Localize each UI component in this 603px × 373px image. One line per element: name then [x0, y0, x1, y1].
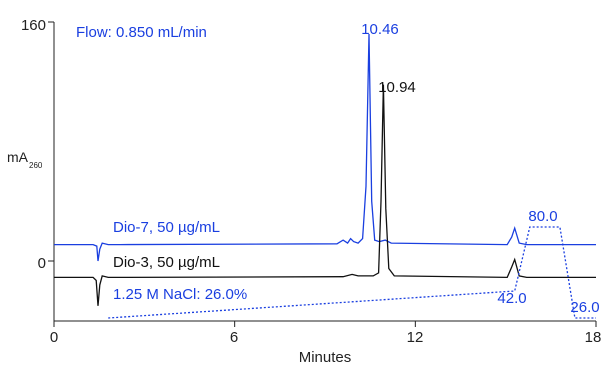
legend-label-dio-7: Dio-7, 50 µg/mL — [113, 219, 220, 236]
y-tick-label-0: 0 — [38, 255, 46, 272]
y-axis-title-subscript: 260 — [29, 161, 43, 170]
peak-label-10-46: 10.46 — [361, 21, 399, 38]
flow-annotation: Flow: 0.850 mL/min — [76, 24, 207, 41]
gradient-label-80: 80.0 — [528, 208, 557, 225]
x-tick-label-12: 12 — [407, 329, 424, 346]
y-tick-label-160: 160 — [21, 17, 46, 34]
gradient-label-26: 26.0 — [570, 299, 599, 316]
x-tick-label-0: 0 — [50, 329, 58, 346]
gradient-annotation: 1.25 M NaCl: 26.0% — [113, 286, 247, 303]
x-tick-label-18: 18 — [585, 329, 602, 346]
axis-ticks — [48, 21, 597, 327]
gradient-line — [108, 226, 596, 319]
legend-label-dio-3: Dio-3, 50 µg/mL — [113, 254, 220, 271]
x-tick-label-6: 6 — [230, 329, 238, 346]
x-axis-title: Minutes — [299, 349, 352, 366]
series-line-dio-3 — [54, 84, 596, 306]
series-line-dio-7 — [54, 33, 596, 262]
y-axis-title: mA — [7, 149, 29, 165]
gradient-label-42: 42.0 — [497, 290, 526, 307]
peak-label-10-94: 10.94 — [378, 79, 416, 96]
